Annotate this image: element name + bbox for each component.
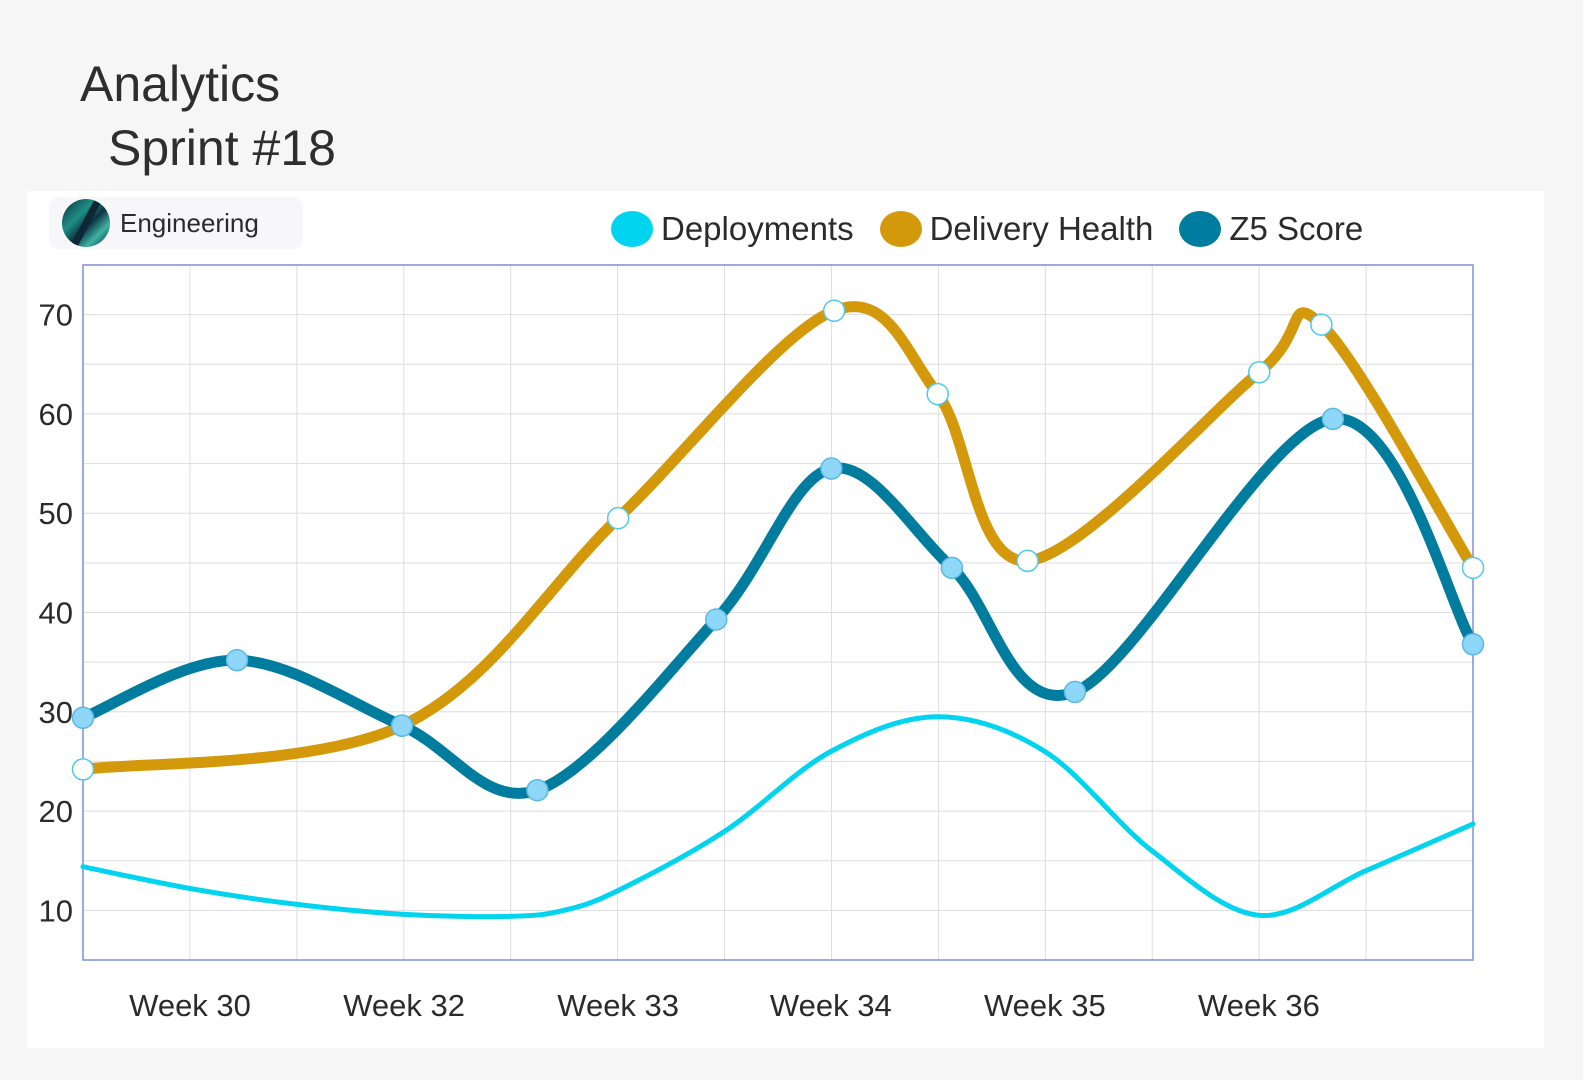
data-point-z5-score — [390, 714, 414, 737]
data-point-z5-score — [526, 778, 549, 802]
legend-swatch-z5-score — [1179, 211, 1222, 247]
legend-item-deployments[interactable]: Deployments — [611, 210, 854, 248]
y-tick-label: 70 — [39, 298, 73, 333]
series-line-deployments — [80, 714, 1476, 920]
y-tick-label: 60 — [39, 397, 73, 432]
data-point-delivery-health — [1310, 313, 1333, 336]
legend-item-z5-score[interactable]: Z5 Score — [1179, 210, 1363, 248]
data-point-delivery-health — [1247, 360, 1271, 384]
data-point-z5-score — [940, 556, 964, 580]
y-tick-label: 30 — [39, 695, 73, 730]
data-point-delivery-health — [822, 299, 846, 322]
data-point-z5-score — [1321, 407, 1345, 431]
data-point-z5-score — [1063, 680, 1087, 704]
data-point-z5-score — [820, 457, 843, 480]
x-tick-label: Week 33 — [557, 988, 679, 1023]
legend-swatch-delivery-health — [879, 211, 922, 247]
page-title: Analytics — [80, 56, 281, 112]
data-point-delivery-health — [1461, 556, 1485, 580]
data-point-z5-score — [1461, 633, 1485, 656]
series-line-z5-score — [77, 413, 1479, 799]
plot-border — [82, 264, 1474, 961]
x-tick-label: Week 30 — [129, 988, 251, 1023]
data-point-delivery-health — [606, 506, 630, 530]
series-line-delivery-health — [77, 301, 1479, 775]
team-badge-label: Engineering — [120, 207, 259, 238]
team-badge[interactable]: Engineering — [49, 197, 303, 249]
x-tick-label: Week 35 — [984, 988, 1106, 1023]
data-point-z5-score — [705, 608, 728, 631]
y-tick-label: 20 — [39, 794, 73, 829]
y-tick-label: 50 — [39, 496, 73, 531]
data-point-delivery-health — [926, 382, 949, 406]
data-point-delivery-health — [71, 758, 95, 781]
data-point-z5-score — [225, 648, 249, 672]
data-point-z5-score — [71, 706, 95, 729]
x-tick-label: Week 32 — [343, 988, 465, 1023]
legend-label-deployments: Deployments — [661, 210, 854, 247]
legend-item-delivery-health[interactable]: Delivery Health — [879, 210, 1154, 248]
legend-label-z5-score: Z5 Score — [1229, 210, 1364, 247]
data-point-delivery-health — [1016, 549, 1039, 573]
legend-label-delivery-health: Delivery Health — [929, 210, 1154, 247]
y-tick-label: 40 — [39, 596, 73, 631]
team-avatar-icon — [62, 199, 110, 247]
page-subtitle: Sprint #18 — [108, 120, 336, 176]
x-tick-label: Week 34 — [770, 988, 892, 1023]
legend-swatch-deployments — [611, 211, 653, 247]
chart-legend: Deployments Delivery Health Z5 Score — [611, 205, 1389, 253]
y-tick-label: 10 — [39, 893, 73, 928]
x-tick-label: Week 36 — [1198, 988, 1320, 1023]
